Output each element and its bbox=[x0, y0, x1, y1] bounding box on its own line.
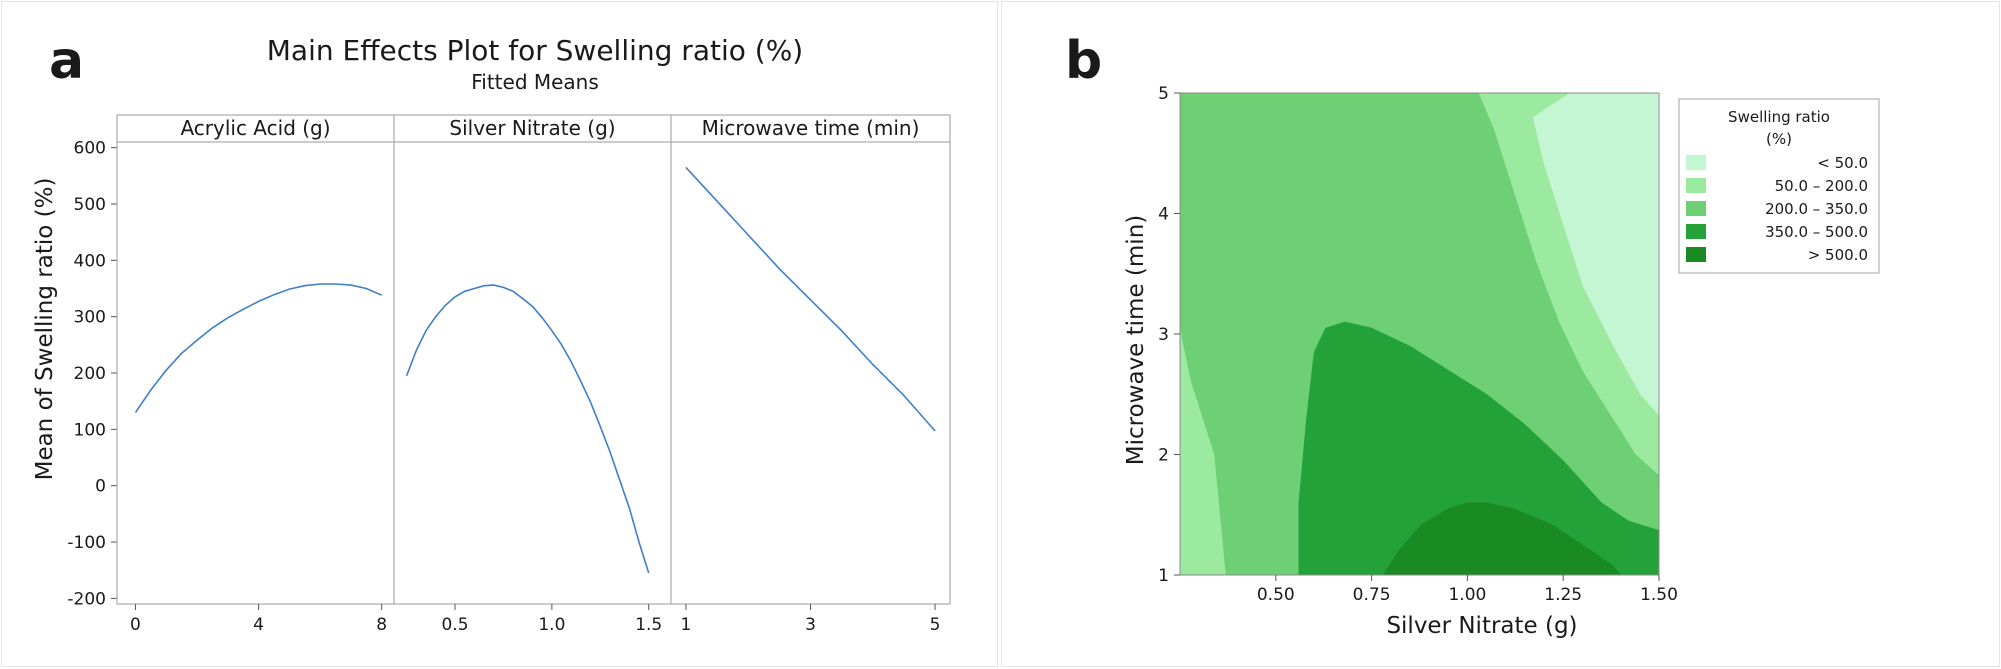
legend: Swelling ratio (%) < 50.0 50.0 – 200.0 200… bbox=[1678, 98, 1880, 274]
x-tick-label: 0.50 bbox=[1257, 585, 1295, 605]
legend-swatch bbox=[1686, 247, 1706, 262]
facet-label: Microwave time (min) bbox=[702, 116, 920, 140]
legend-entry: 50.0 – 200.0 bbox=[1775, 177, 1868, 195]
main-effects-chart: a Main Effects Plot for Swelling ratio (… bbox=[32, 31, 951, 635]
facet-frame bbox=[116, 141, 395, 605]
contour-chart: b Silver Nitrate (g) Microwave time (min… bbox=[1065, 31, 1880, 639]
x-tick-label: 5 bbox=[930, 615, 941, 635]
legend-title-unit: (%) bbox=[1766, 130, 1792, 148]
y-tick-label: -200 bbox=[67, 589, 106, 609]
legend-swatch bbox=[1686, 224, 1706, 239]
y-tick-label: 500 bbox=[74, 195, 106, 215]
panel-letter-a: a bbox=[49, 31, 84, 91]
y-axis-label: Mean of Swelling ratio (%) bbox=[32, 178, 58, 481]
x-tick-label: 0.5 bbox=[441, 615, 468, 635]
contour-plot-area: 0.50 0.75 1.00 1.25 1.50 1 2 3 4 5 bbox=[1158, 84, 1678, 605]
facet-label: Silver Nitrate (g) bbox=[449, 116, 615, 140]
x-axis-label: Silver Nitrate (g) bbox=[1386, 613, 1577, 639]
y-tick-label: 0 bbox=[95, 477, 106, 497]
x-tick-label: 4 bbox=[253, 615, 264, 635]
legend-entry: 200.0 – 350.0 bbox=[1765, 200, 1868, 218]
y-tick-label: 4 bbox=[1158, 205, 1169, 225]
chart-subtitle: Fitted Means bbox=[471, 70, 599, 94]
x-tick-label: 1.0 bbox=[538, 615, 565, 635]
contour-region bbox=[1382, 502, 1622, 576]
series-line bbox=[685, 166, 936, 432]
panel-letter-b: b bbox=[1065, 31, 1102, 91]
contour-panel: b Silver Nitrate (g) Microwave time (min… bbox=[1001, 1, 2000, 667]
y-tick-label: 1 bbox=[1158, 566, 1169, 586]
legend-entry: < 50.0 bbox=[1817, 154, 1868, 172]
legend-entry: 350.0 – 500.0 bbox=[1765, 223, 1868, 241]
legend-swatch bbox=[1686, 178, 1706, 193]
x-tick-label: 1.25 bbox=[1544, 585, 1582, 605]
legend-entry: > 500.0 bbox=[1808, 246, 1868, 264]
y-tick-label: 100 bbox=[74, 420, 106, 440]
chart-title: Main Effects Plot for Swelling ratio (%) bbox=[267, 34, 803, 67]
x-tick-label: 0.75 bbox=[1353, 585, 1391, 605]
main-effects-plot-area: 600 500 400 300 200 100 0 -100 -200 Acrylic Acid … bbox=[67, 114, 951, 635]
x-tick-label: 1.00 bbox=[1448, 585, 1486, 605]
facet-frame bbox=[670, 141, 951, 605]
facet-label: Acrylic Acid (g) bbox=[180, 116, 330, 140]
legend-title: Swelling ratio bbox=[1728, 108, 1830, 126]
y-tick-label: 300 bbox=[74, 308, 106, 328]
y-tick-label: 2 bbox=[1158, 446, 1169, 466]
facet-frame bbox=[393, 141, 672, 605]
legend-swatch bbox=[1686, 201, 1706, 216]
series-line bbox=[405, 284, 650, 574]
x-tick-label: 0 bbox=[130, 615, 141, 635]
series-line bbox=[134, 283, 383, 413]
y-axis-label: Microwave time (min) bbox=[1123, 215, 1149, 465]
facet-strip bbox=[670, 114, 951, 143]
contour-region bbox=[1298, 321, 1660, 576]
y-tick-label: 3 bbox=[1158, 325, 1169, 345]
y-tick-label: 400 bbox=[74, 251, 106, 271]
legend-box bbox=[1678, 98, 1880, 274]
facet-strip bbox=[393, 114, 672, 143]
x-tick-label: 1.5 bbox=[635, 615, 662, 635]
x-tick-label: 8 bbox=[376, 615, 387, 635]
x-tick-label: 3 bbox=[805, 615, 816, 635]
y-tick-label: 5 bbox=[1158, 84, 1169, 104]
y-tick-label: 200 bbox=[74, 364, 106, 384]
legend-swatch bbox=[1686, 155, 1706, 170]
y-tick-label: -100 bbox=[67, 533, 106, 553]
y-tick-label: 600 bbox=[74, 139, 106, 159]
x-tick-label: 1.50 bbox=[1640, 585, 1678, 605]
x-tick-label: 1 bbox=[681, 615, 692, 635]
main-effects-panel: a Main Effects Plot for Swelling ratio (… bbox=[1, 1, 998, 667]
